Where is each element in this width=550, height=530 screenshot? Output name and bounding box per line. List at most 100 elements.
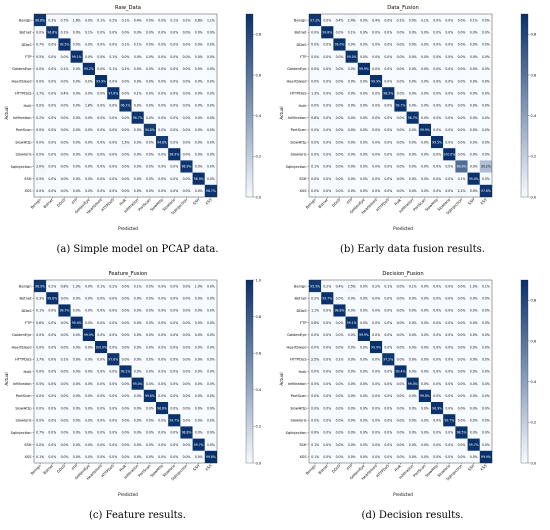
cell-value-label: 0.0%	[445, 104, 453, 108]
heatmap-cell	[180, 62, 193, 76]
x-tick-label: DDoS	[331, 197, 341, 207]
chart-title: Data_Fusion	[387, 5, 419, 11]
heatmap-cell	[180, 377, 193, 390]
heatmap-cell	[119, 304, 132, 317]
cell-value-label: 0.0%	[384, 406, 392, 410]
cell-value-label: 0.0%	[36, 67, 44, 71]
heatmap-cell	[82, 341, 96, 354]
heatmap-cell	[131, 341, 144, 354]
heatmap-cell	[345, 414, 358, 427]
heatmap-cell	[479, 172, 493, 185]
heatmap-cell	[479, 426, 493, 439]
cell-value-label: 0.0%	[48, 165, 56, 169]
heatmap-cell	[431, 438, 444, 451]
heatmap-cell	[143, 14, 157, 27]
heatmap-cell	[431, 414, 444, 427]
cell-value-label: 0.0%	[348, 153, 356, 157]
heatmap-cell	[406, 99, 419, 112]
heatmap-cell	[443, 184, 456, 198]
cell-value-label: 0.0%	[421, 165, 429, 169]
cell-value-label: 0.0%	[36, 394, 44, 398]
y-tick-label: DDoS	[296, 43, 307, 47]
cell-value-label: 0.0%	[48, 394, 56, 398]
heatmap-cell	[357, 402, 371, 415]
heatmap-cell	[479, 184, 493, 198]
cell-value-label: 0.0%	[458, 128, 466, 132]
heatmap-cell	[107, 280, 120, 293]
cell-value-label: 0.1%	[421, 18, 429, 22]
cell-value-label: 0.0%	[458, 406, 466, 410]
cell-value-label: 0.0%	[311, 55, 319, 59]
cell-value-label: 0.0%	[360, 165, 368, 169]
heatmap-cell	[70, 111, 83, 124]
heatmap-cell	[119, 316, 132, 329]
cell-value-label: 0.0%	[397, 443, 405, 447]
cell-value-label: 0.0%	[146, 370, 154, 374]
cell-value-label: 0.0%	[458, 31, 466, 35]
cell-value-label: 0.0%	[336, 128, 344, 132]
cell-value-label: 0.0%	[445, 18, 453, 22]
heatmap-cell	[107, 304, 120, 317]
heatmap-cell	[119, 184, 132, 198]
heatmap-cell	[131, 75, 144, 88]
heatmap-cell	[82, 402, 96, 415]
cell-value-label: 0.0%	[146, 43, 154, 47]
heatmap-cell	[431, 62, 444, 76]
cell-value-label: 0.0%	[409, 443, 417, 447]
cell-value-label: 0.0%	[482, 358, 490, 362]
heatmap-cell	[333, 14, 346, 27]
cell-value-label: 0.0%	[360, 92, 368, 96]
cell-value-label: 0.0%	[323, 370, 331, 374]
cell-value-label: 0.0%	[158, 79, 166, 83]
heatmap-cell	[321, 172, 334, 185]
heatmap-cell	[46, 160, 59, 173]
heatmap-cell	[406, 87, 419, 100]
y-tick-label: DDoS	[296, 309, 307, 313]
heatmap-cell	[119, 123, 132, 137]
cell-value-label: 0.0%	[409, 394, 417, 398]
cell-value-label: 99.7%	[169, 419, 179, 423]
cell-value-label: 0.0%	[421, 55, 429, 59]
heatmap-cell	[107, 365, 120, 378]
cell-value-label: 0.0%	[384, 333, 392, 337]
cell-value-label: 0.0%	[372, 31, 380, 35]
heatmap-cell	[309, 172, 322, 185]
cell-value-label: 0.0%	[73, 140, 81, 144]
heatmap-cell	[382, 136, 395, 149]
heatmap-cell	[192, 38, 205, 51]
heatmap-cell	[95, 341, 108, 354]
cell-value-label: 0.0%	[458, 104, 466, 108]
cell-value-label: 0.0%	[323, 153, 331, 157]
cell-value-label: 0.0%	[384, 309, 392, 313]
heatmap-cell	[46, 328, 59, 342]
heatmap-cell	[467, 426, 480, 439]
cell-value-label: 0.0%	[122, 297, 130, 301]
cell-value-label: 0.0%	[134, 140, 142, 144]
heatmap-cell	[131, 148, 144, 161]
cell-value-label: 0.0%	[61, 370, 69, 374]
heatmap-cell	[107, 426, 120, 439]
heatmap-cell	[156, 414, 169, 427]
heatmap-cell	[357, 328, 371, 342]
cell-value-label: 0.0%	[433, 55, 441, 59]
heatmap-cell	[333, 292, 346, 305]
heatmap-cell	[370, 402, 383, 415]
heatmap-cell	[82, 377, 96, 390]
heatmap-cell	[70, 14, 83, 27]
cell-value-label: 0.0%	[360, 370, 368, 374]
cell-value-label: 0.0%	[458, 116, 466, 120]
heatmap-cell	[70, 184, 83, 198]
cell-value-label: 0.0%	[397, 153, 405, 157]
cell-value-label: 0.0%	[409, 309, 417, 313]
heatmap-cell	[34, 160, 47, 173]
cell-value-label: 0.0%	[433, 333, 441, 337]
cell-value-label: 0.0%	[183, 297, 191, 301]
heatmap-cell	[479, 99, 493, 112]
heatmap-cell	[467, 280, 480, 293]
cell-value-label: 0.0%	[195, 358, 203, 362]
y-tick-label: Benign	[294, 284, 307, 288]
cell-value-label: 0.1%	[384, 284, 392, 288]
cell-value-label: 0.0%	[433, 284, 441, 288]
cell-value-label: 0.0%	[397, 128, 405, 132]
y-tick-label: DDoS	[21, 309, 32, 313]
